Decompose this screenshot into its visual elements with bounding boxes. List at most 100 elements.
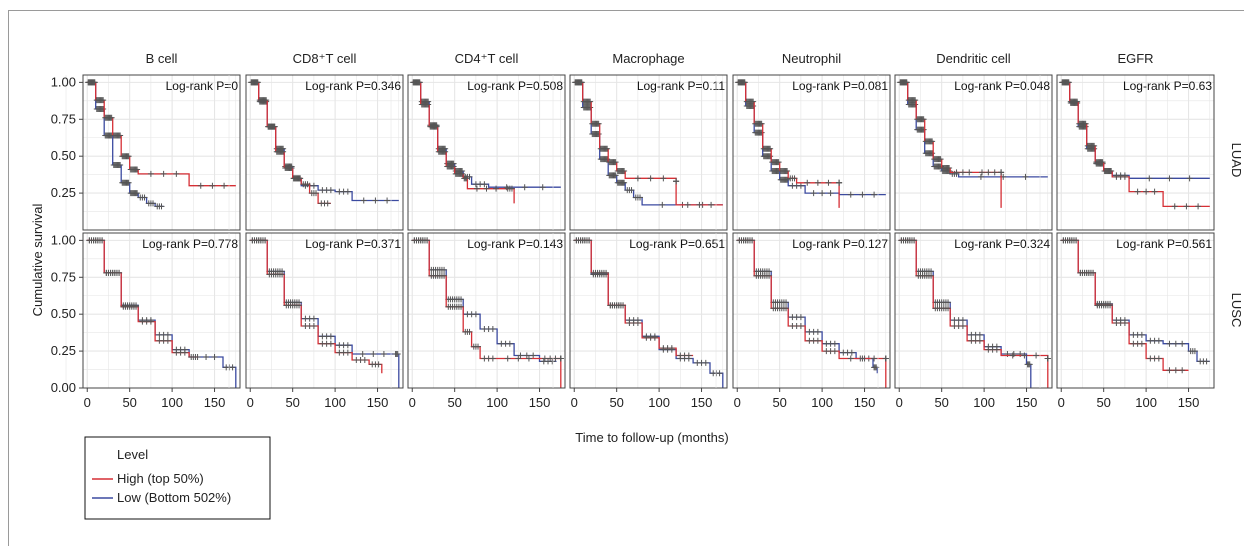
- pvalue-label: Log-rank P=0.651: [629, 237, 725, 251]
- censor-mark: [1009, 352, 1016, 359]
- censor-mark: [441, 266, 448, 273]
- censor-mark: [1074, 98, 1081, 105]
- column-header: CD4⁺T cell: [455, 51, 519, 66]
- km-panel: Log-rank P=0.143 0 50 100 150: [390, 232, 566, 410]
- censor-mark: [450, 163, 457, 170]
- censor-mark: [313, 190, 320, 197]
- censor-mark: [147, 170, 154, 177]
- censor-mark: [620, 302, 627, 309]
- censor-mark: [117, 162, 124, 169]
- column-header: CD8⁺T cell: [293, 51, 357, 66]
- legend-box: [84, 436, 271, 520]
- censor-mark: [634, 320, 641, 327]
- censor-mark: [1044, 355, 1051, 362]
- censor-mark: [441, 272, 448, 279]
- y-tick-label: 0.75: [51, 111, 76, 126]
- pvalue-label: Log-rank P=0.508: [467, 79, 563, 93]
- censor-mark: [959, 169, 966, 176]
- km-panel: Log-rank P=0.778 0.00 0.25 0.50 0.75 1.00 0 50 1…: [51, 232, 241, 410]
- censor-mark: [978, 169, 985, 176]
- censor-mark: [197, 182, 204, 189]
- km-panel: Log-rank P=0.561 0 50 100 150: [1039, 232, 1215, 410]
- censor-mark: [164, 337, 171, 344]
- censor-mark: [147, 318, 154, 325]
- censor-mark: [481, 181, 488, 188]
- censor-mark: [604, 145, 611, 152]
- censor-mark: [637, 194, 644, 201]
- km-panel: Log-rank P=0.508: [390, 74, 566, 231]
- censor-mark: [372, 197, 379, 204]
- censor-mark: [254, 79, 261, 86]
- censor-mark: [108, 114, 115, 121]
- column-header: B cell: [146, 51, 178, 66]
- censor-mark: [459, 170, 466, 177]
- censor-mark: [804, 179, 811, 186]
- panel-border: [82, 232, 241, 389]
- censor-mark: [116, 269, 123, 276]
- censor-mark: [141, 194, 148, 201]
- censor-mark: [160, 170, 167, 177]
- panel-border: [732, 232, 891, 389]
- censor-mark: [1179, 340, 1186, 347]
- x-tick-label: 0: [896, 395, 903, 410]
- y-tick-label: 0.25: [51, 185, 76, 200]
- x-tick-label: 150: [691, 395, 713, 410]
- censor-mark: [1121, 320, 1128, 327]
- panel-border: [245, 74, 404, 231]
- censor-mark: [797, 323, 804, 329]
- censor-mark: [263, 97, 270, 104]
- y-tick-label: 0.25: [51, 343, 76, 358]
- censor-mark: [1026, 361, 1033, 368]
- censor-mark: [920, 116, 927, 123]
- legend: Level High (top 50%) Low (Bottom 502%): [84, 436, 271, 520]
- x-tick-label: 150: [367, 395, 389, 410]
- censor-mark: [181, 349, 188, 356]
- censor-mark: [716, 370, 723, 377]
- column-header: Macrophage: [612, 51, 684, 66]
- censor-mark: [91, 79, 98, 86]
- pvalue-label: Log-rank P=0.561: [1116, 237, 1212, 251]
- pvalue-label: Log-rank P=0.11: [637, 79, 725, 93]
- km-panel: Log-rank P=0.324 0 50 100 150: [877, 232, 1053, 410]
- legend-low-label: Low (Bottom 502%): [117, 490, 231, 505]
- pvalue-label: Log-rank P=0.143: [467, 237, 563, 251]
- x-tick-label: 150: [854, 395, 876, 410]
- censor-mark: [882, 355, 889, 362]
- censor-mark: [466, 173, 473, 180]
- censor-mark: [134, 166, 141, 173]
- censor-mark: [783, 305, 790, 312]
- censor-mark: [344, 342, 351, 349]
- row-label: LUAD: [1229, 143, 1244, 178]
- censor-mark: [1091, 142, 1098, 149]
- censor-mark: [1166, 340, 1173, 347]
- panel-grid: B cell CD8⁺T cell CD4⁺T cell Macrophage Neut…: [51, 51, 1244, 410]
- censor-mark: [547, 355, 554, 362]
- censor-mark: [324, 200, 331, 207]
- censor-mark: [475, 343, 482, 350]
- censor-mark: [651, 334, 658, 341]
- censor-mark: [859, 191, 866, 198]
- censor-mark: [810, 190, 817, 197]
- panel-border: [407, 232, 566, 389]
- censor-mark: [814, 179, 821, 186]
- censor-mark: [831, 340, 838, 347]
- censor-mark: [578, 79, 585, 86]
- x-tick-label: 50: [122, 395, 136, 410]
- x-tick-label: 0: [1058, 395, 1065, 410]
- pvalue-label: Log-rank P=0.081: [792, 79, 888, 93]
- censor-mark: [945, 305, 952, 312]
- censor-mark: [912, 97, 919, 104]
- censor-mark: [859, 355, 866, 362]
- censor-mark: [1065, 79, 1072, 86]
- censor-mark: [483, 185, 490, 192]
- censor-mark: [767, 153, 774, 160]
- censor-mark: [836, 179, 843, 186]
- km-panel: Log-rank P=0.127 0 50 100 150: [715, 232, 891, 410]
- km-panel: Log-rank P=0.63: [1039, 74, 1215, 231]
- censor-mark: [587, 104, 594, 111]
- x-tick-label: 50: [609, 395, 623, 410]
- censor-mark: [966, 169, 973, 176]
- low-survival-line: [737, 81, 886, 196]
- panel-border: [894, 232, 1053, 389]
